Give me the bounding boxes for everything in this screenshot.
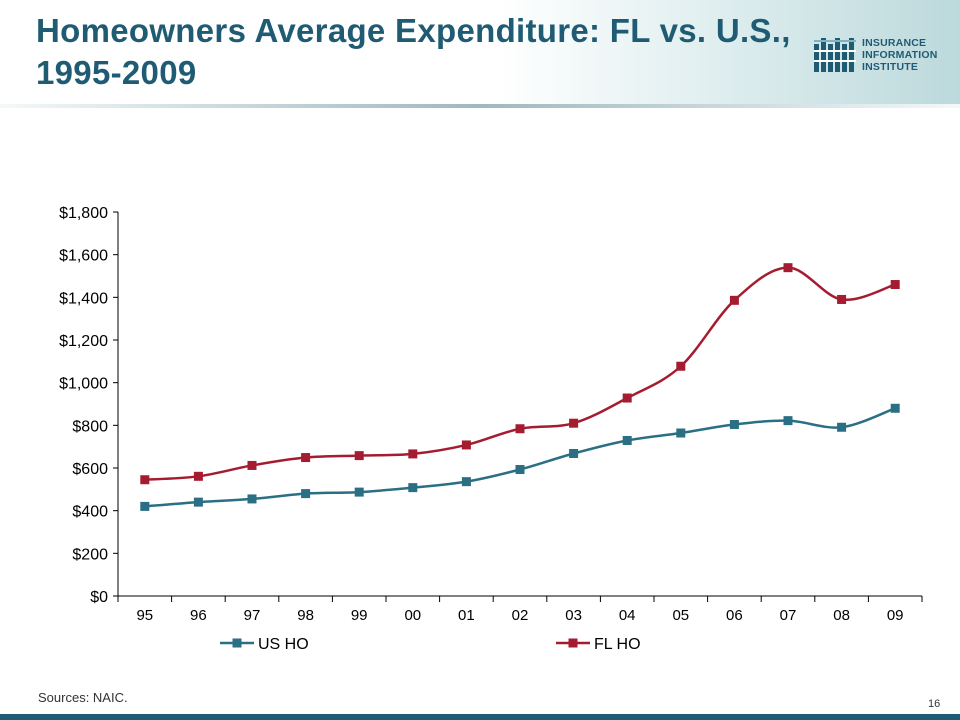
y-tick-label: $1,800 (59, 205, 108, 222)
data-point-fl-ho (354, 451, 364, 461)
data-point-us-ho (193, 497, 203, 507)
x-tick-label: 05 (672, 607, 689, 624)
data-point-fl-ho (247, 460, 257, 470)
data-point-fl-ho (408, 449, 418, 459)
data-point-us-ho (622, 435, 632, 445)
y-tick-label: $800 (72, 418, 108, 435)
y-tick-label: $400 (72, 504, 108, 521)
x-tick-label: 98 (297, 607, 314, 624)
data-point-fl-ho (890, 280, 900, 290)
logo-line-2: INFORMATION (862, 49, 938, 61)
series-line-fl-ho (144, 266, 896, 481)
data-point-fl-ho (783, 263, 793, 273)
legend-marker-us-ho (232, 638, 242, 648)
source-note: Sources: NAIC. (38, 690, 128, 705)
data-point-fl-ho (569, 418, 579, 428)
data-point-us-ho (140, 501, 150, 511)
y-tick-label: $1,200 (59, 333, 108, 350)
x-tick-label: 99 (351, 607, 368, 624)
data-point-fl-ho (729, 295, 739, 305)
x-tick-label: 09 (887, 607, 904, 624)
x-tick-label: 03 (565, 607, 582, 624)
data-point-fl-ho (837, 294, 847, 304)
data-point-us-ho (569, 448, 579, 458)
series-line-us-ho (144, 407, 896, 508)
data-point-us-ho (729, 419, 739, 429)
x-tick-label: 04 (619, 607, 636, 624)
iii-logo-text: INSURANCE INFORMATION INSTITUTE (862, 37, 938, 73)
x-tick-label: 00 (404, 607, 421, 624)
data-point-us-ho (301, 489, 311, 499)
iii-logo: INSURANCE INFORMATION INSTITUTE (814, 36, 954, 76)
data-point-us-ho (837, 422, 847, 432)
data-point-us-ho (676, 428, 686, 438)
y-tick-label: $1,600 (59, 248, 108, 265)
y-tick-label: $600 (72, 461, 108, 478)
header-band (0, 0, 960, 104)
x-tick-label: 06 (726, 607, 743, 624)
logo-line-1: INSURANCE (862, 37, 927, 49)
data-point-fl-ho (461, 440, 471, 450)
data-point-fl-ho (193, 471, 203, 481)
slide-title: Homeowners Average Expenditure: FL vs. U… (36, 12, 791, 91)
data-point-us-ho (461, 477, 471, 487)
header-divider (0, 104, 960, 108)
x-tick-label: 01 (458, 607, 475, 624)
x-tick-label: 08 (833, 607, 850, 624)
data-point-fl-ho (515, 424, 525, 434)
data-point-us-ho (354, 487, 364, 497)
legend-label-fl-ho: FL HO (594, 636, 641, 653)
legend-marker-fl-ho (568, 638, 578, 648)
x-tick-label: 02 (512, 607, 529, 624)
page-number: 16 (928, 698, 941, 710)
data-point-fl-ho (140, 475, 150, 485)
data-point-fl-ho (676, 361, 686, 371)
y-tick-label: $1,000 (59, 376, 108, 393)
x-tick-label: 97 (244, 607, 261, 624)
y-tick-label: $200 (72, 546, 108, 563)
y-tick-label: $1,400 (59, 290, 108, 307)
data-point-us-ho (408, 483, 418, 493)
logo-line-3: INSTITUTE (862, 61, 919, 73)
iii-logo-icon (814, 38, 856, 72)
footer-bar (0, 714, 960, 720)
x-tick-label: 07 (780, 607, 797, 624)
data-point-us-ho (783, 416, 793, 426)
data-point-us-ho (247, 494, 257, 504)
legend-label-us-ho: US HO (258, 636, 309, 653)
data-point-fl-ho (622, 393, 632, 403)
x-tick-label: 95 (136, 607, 153, 624)
data-point-fl-ho (301, 453, 311, 463)
data-point-us-ho (515, 464, 525, 474)
y-tick-label: $0 (90, 589, 108, 606)
x-tick-label: 96 (190, 607, 207, 624)
data-point-us-ho (890, 403, 900, 413)
